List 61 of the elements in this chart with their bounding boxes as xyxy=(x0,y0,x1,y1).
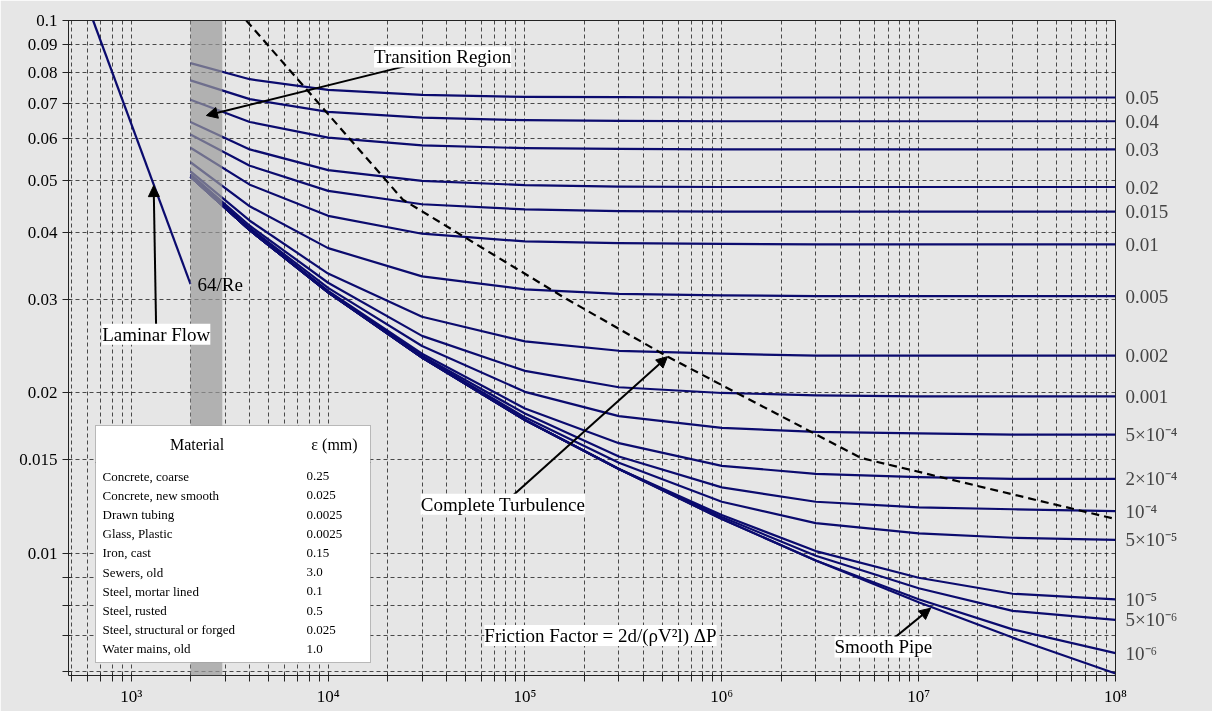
x-tick-label: 10⁸ xyxy=(1104,686,1128,706)
series-label: 0.015 xyxy=(1125,201,1169,223)
series-label: 0.03 xyxy=(1125,138,1159,160)
y-tick-label: 0.02 xyxy=(27,383,58,403)
annotation: Steel, mortar lined xyxy=(102,583,200,599)
annotation: 0.15 xyxy=(306,544,330,560)
series-label: 10⁻⁴ xyxy=(1125,500,1158,522)
annotation: 0.1 xyxy=(306,583,323,599)
annotation: 0.0025 xyxy=(306,525,343,541)
band-label: Transition Region xyxy=(374,46,512,68)
annotation: ε (mm) xyxy=(311,435,358,454)
annotation: 0.25 xyxy=(306,468,330,484)
series-label: 0.001 xyxy=(1125,385,1169,407)
series-label: 64/Re xyxy=(197,273,243,295)
y-tick-label: 0.09 xyxy=(27,35,58,55)
y-tick-label: 0.08 xyxy=(27,62,58,82)
series-label: 0.005 xyxy=(1125,285,1169,307)
series-label: 10⁻⁵ xyxy=(1125,588,1158,610)
series-label: 2×10⁻⁴ xyxy=(1125,468,1178,490)
y-tick-label: 0.05 xyxy=(27,171,58,191)
annotation: Smooth Pipe xyxy=(834,636,933,658)
annotation: Complete Turbulence xyxy=(420,493,585,515)
annotation: Material xyxy=(169,435,225,453)
annotation: 0.025 xyxy=(306,487,336,503)
annotation: Iron, cast xyxy=(102,545,152,561)
y-tick-label: 0.01 xyxy=(27,543,58,563)
x-tick-label: 10³ xyxy=(120,686,143,706)
annotation: 0.5 xyxy=(306,602,323,618)
annotation: Friction Factor = 2d/(ρV²l) ΔP xyxy=(484,625,717,647)
series-label: 0.04 xyxy=(1125,110,1160,132)
series-label: 0.05 xyxy=(1125,86,1159,108)
annotation: 0.0025 xyxy=(306,506,343,522)
y-tick-label: 0.07 xyxy=(27,93,58,113)
x-tick-label: 10⁵ xyxy=(513,686,537,706)
series-label: 0.01 xyxy=(1125,233,1159,255)
y-tick-label: 0.015 xyxy=(19,450,58,470)
annotation: Concrete, coarse xyxy=(102,468,190,484)
x-tick-label: 10⁴ xyxy=(316,686,340,706)
annotation: Drawn tubing xyxy=(102,507,175,522)
x-tick-label: 10⁶ xyxy=(710,686,734,706)
x-tick-label: 10⁷ xyxy=(907,686,931,706)
y-tick-label: 0.06 xyxy=(27,129,58,149)
annotation: Water mains, old xyxy=(102,641,192,657)
annotation: Concrete, new smooth xyxy=(102,487,220,503)
series-label: 5×10⁻⁵ xyxy=(1125,529,1178,551)
series-label: 0.002 xyxy=(1125,345,1169,367)
series-label: 5×10⁻⁴ xyxy=(1125,424,1178,446)
annotation: Laminar Flow xyxy=(102,323,211,345)
y-tick-label: 0.1 xyxy=(36,11,58,30)
annotation: Glass, Plastic xyxy=(102,526,173,542)
annotation: 1.0 xyxy=(306,640,323,656)
annotation: 0.025 xyxy=(306,621,336,637)
annotation: Sewers, old xyxy=(102,564,164,580)
annotation: Steel, rusted xyxy=(102,603,168,618)
series-label: 5×10⁻⁶ xyxy=(1125,609,1178,631)
annotation: 3.0 xyxy=(306,564,323,580)
series-label: 10⁻⁶ xyxy=(1125,642,1158,664)
series-label: 0.02 xyxy=(1125,176,1159,198)
y-tick-label: 0.03 xyxy=(27,289,58,309)
annotation: Steel, structural or forged xyxy=(102,622,236,638)
y-tick-label: 0.04 xyxy=(27,223,58,243)
